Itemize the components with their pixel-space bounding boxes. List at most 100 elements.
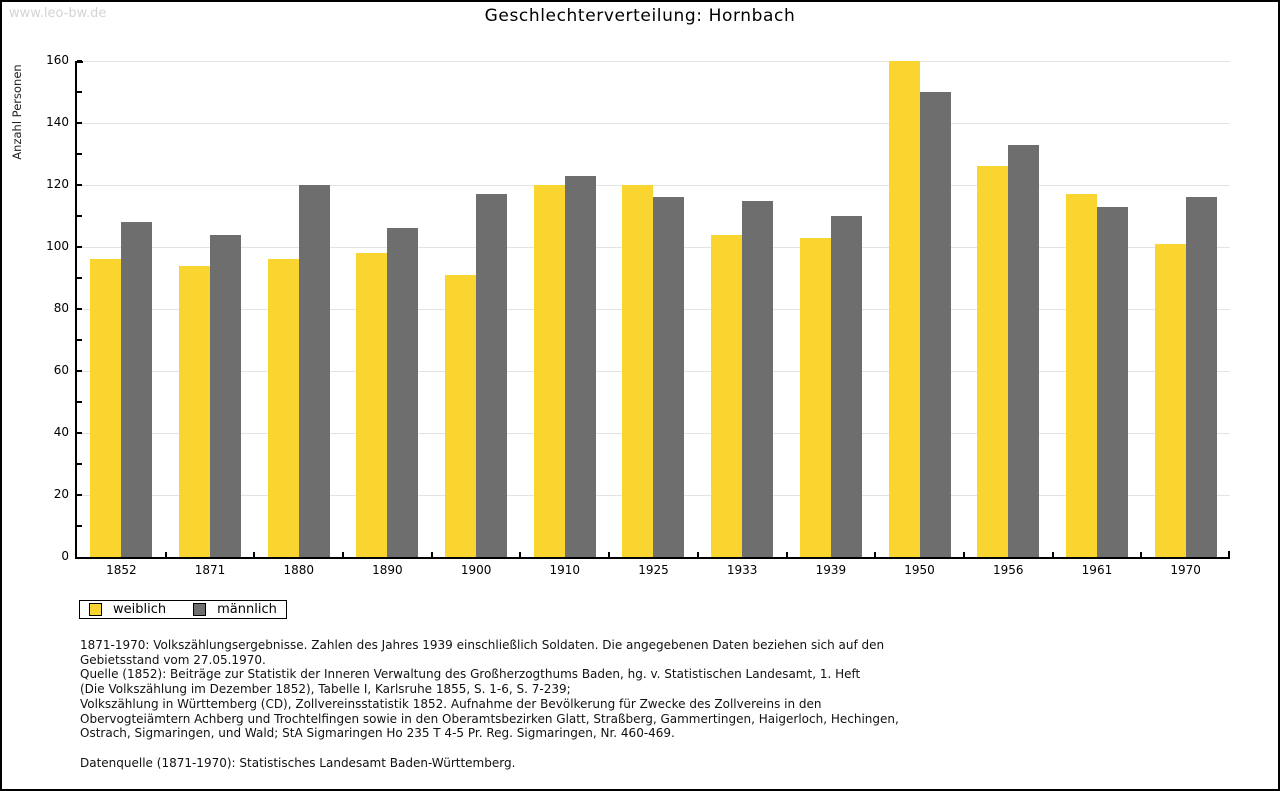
- y-minor-tick-20: [77, 494, 82, 496]
- y-minor-tick-150: [77, 91, 82, 93]
- x-tick-label-1900: 1900: [460, 563, 492, 577]
- bar-group-1956: [964, 61, 1053, 557]
- x-tick-label-1871: 1871: [194, 563, 226, 577]
- bar-group-1950: [875, 61, 964, 557]
- bar-weiblich-1880: [267, 259, 299, 557]
- bar-maennlich-1880: [298, 185, 330, 557]
- bar-group-1910: [520, 61, 609, 557]
- x-tick-label-1950: 1950: [904, 563, 935, 577]
- y-axis-endcap: [77, 61, 83, 63]
- chart-title: Geschlechterverteilung: Hornbach: [484, 6, 796, 26]
- bar-weiblich-1852: [90, 259, 122, 557]
- bar-maennlich-1956: [1008, 144, 1040, 557]
- x-tick-label-1961: 1961: [1081, 563, 1113, 577]
- x-tick-11: [1051, 552, 1054, 557]
- bar-maennlich-1871: [210, 234, 242, 557]
- bar-maennlich-1890: [387, 228, 419, 557]
- bar-group-1852: [77, 61, 166, 557]
- x-tick-5: [519, 552, 522, 557]
- y-minor-tick-60: [77, 370, 82, 372]
- y-tick-label-20: 20: [53, 487, 69, 501]
- y-minor-tick-110: [77, 215, 82, 217]
- x-tick-6: [608, 552, 611, 557]
- y-minor-tick-30: [77, 463, 82, 465]
- x-tick-4: [430, 552, 433, 557]
- y-tick-label-80: 80: [53, 301, 69, 315]
- y-minor-tick-90: [77, 277, 82, 279]
- bar-maennlich-1910: [564, 175, 596, 557]
- x-tick-label-1956: 1956: [992, 563, 1024, 577]
- y-tick-label-120: 120: [46, 177, 69, 191]
- x-tick-label-1939: 1939: [815, 563, 847, 577]
- bar-weiblich-1890: [356, 253, 388, 557]
- bar-group-1880: [254, 61, 343, 557]
- legend: weiblich männlich: [79, 600, 287, 619]
- footnote-line-6: Obervogteiämtern Achberg und Trochtelfin…: [80, 711, 899, 726]
- legend-swatch-weiblich-icon: [89, 603, 102, 616]
- footnote-line-1: 1871-1970: Volkszählungsergebnisse. Zahl…: [80, 638, 885, 652]
- x-tick-label-1933: 1933: [726, 563, 758, 577]
- x-tick-1: [164, 552, 167, 557]
- y-minor-tick-120: [77, 184, 82, 186]
- x-tick-2: [253, 552, 256, 557]
- legend-label-weiblich: weiblich: [113, 602, 167, 617]
- x-tick-label-1910: 1910: [549, 563, 581, 577]
- legend-label-maennlich: männlich: [217, 602, 277, 617]
- bar-weiblich-1933: [711, 234, 743, 557]
- x-tick-12: [1140, 552, 1143, 557]
- watermark: www.leo-bw.de: [9, 6, 107, 21]
- y-minor-tick-10: [77, 525, 82, 527]
- bar-maennlich-1852: [121, 222, 153, 557]
- x-tick-9: [874, 552, 877, 557]
- bar-group-1939: [787, 61, 876, 557]
- bar-weiblich-1925: [622, 185, 654, 557]
- bar-maennlich-1950: [919, 92, 951, 557]
- legend-item-weiblich: weiblich: [89, 602, 166, 617]
- y-minor-tick-140: [77, 122, 82, 124]
- legend-item-maennlich: männlich: [193, 602, 277, 617]
- x-tick-label-1970: 1970: [1170, 563, 1201, 577]
- y-minor-tick-70: [77, 339, 82, 341]
- gridline-140: [77, 123, 1230, 124]
- y-minor-tick-100: [77, 246, 82, 248]
- footnote-line-3: Quelle (1852): Beiträge zur Statistik de…: [80, 667, 861, 682]
- x-tick-label-1925: 1925: [638, 563, 669, 577]
- bar-maennlich-1933: [742, 200, 774, 557]
- x-tick-7: [696, 552, 699, 557]
- y-minor-tick-130: [77, 153, 82, 155]
- bar-group-1961: [1053, 61, 1142, 557]
- x-tick-10: [962, 552, 965, 557]
- x-tick-8: [785, 552, 788, 557]
- y-minor-tick-50: [77, 401, 82, 403]
- y-tick-label-40: 40: [53, 425, 69, 439]
- y-minor-tick-40: [77, 432, 82, 434]
- bar-group-1970: [1141, 61, 1230, 557]
- x-tick-label-1880: 1880: [283, 563, 314, 577]
- gridline-160: [77, 61, 1230, 62]
- bar-weiblich-1950: [888, 61, 920, 557]
- footnote-line-2: Gebietsstand vom 27.05.1970.: [80, 652, 266, 667]
- footnote-line-5: Volkszählung in Württemberg (CD), Zollve…: [80, 696, 822, 711]
- bar-group-1900: [432, 61, 521, 557]
- x-axis-endcap: [1228, 551, 1230, 557]
- plot-area: Anzahl Personen 0 20 40 60 80 100 120 140 160 18…: [10, 53, 1230, 577]
- bar-weiblich-1956: [977, 166, 1009, 557]
- bar-weiblich-1871: [179, 265, 211, 557]
- bar-maennlich-1961: [1096, 206, 1128, 557]
- legend-swatch-maennlich-icon: [193, 603, 207, 616]
- bar-group-1890: [343, 61, 432, 557]
- bar-maennlich-1970: [1185, 197, 1217, 557]
- footnote-line-4: (Die Volkszählung im Dezember 1852), Tab…: [80, 682, 571, 697]
- bar-weiblich-1970: [1154, 243, 1186, 557]
- footnote: 1871-1970: Volkszählungsergebnisse. Zahl…: [80, 638, 1230, 770]
- bar-weiblich-1939: [799, 237, 831, 557]
- gridline-120: [77, 185, 1230, 186]
- y-tick-label-0: 0: [61, 549, 69, 563]
- x-tick-label-1852: 1852: [106, 563, 137, 577]
- footnote-line-7: Ostrach, Sigmaringen, und Wald; StA Sigm…: [80, 726, 675, 741]
- x-tick-label-1890: 1890: [372, 563, 403, 577]
- y-tick-label-100: 100: [46, 239, 69, 253]
- y-tick-label-140: 140: [46, 115, 69, 129]
- y-tick-label-60: 60: [53, 363, 69, 377]
